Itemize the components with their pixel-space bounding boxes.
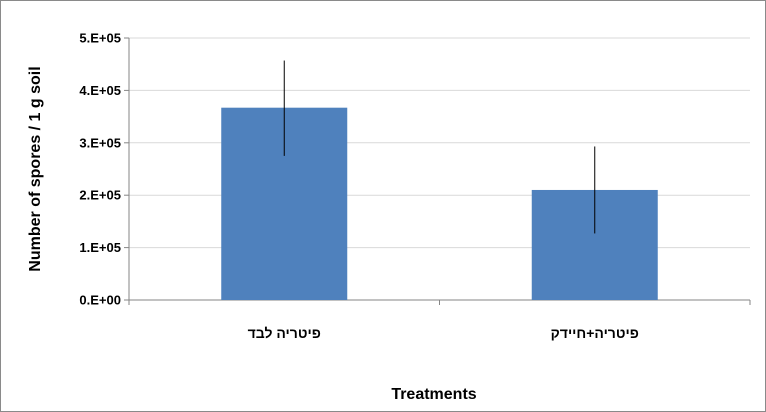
y-tick-label: 2.E+05 (79, 188, 121, 203)
x-tick-labels: פיטריה לבד פיטריה+חיידק (128, 300, 751, 341)
y-tick-labels: 0.E+00 1.E+05 2.E+05 3.E+05 4.E+05 5.E+05 (79, 31, 129, 308)
x-tick-label: פיטריה+חיידק (551, 325, 639, 341)
x-tick-label: פיטריה לבד (248, 325, 321, 341)
bars (221, 60, 658, 300)
y-tick-label: 3.E+05 (79, 135, 121, 150)
y-tick-label: 0.E+00 (79, 293, 121, 308)
y-tick-label: 1.E+05 (79, 240, 121, 255)
y-tick-label: 4.E+05 (79, 83, 121, 98)
y-tick-label: 5.E+05 (79, 31, 121, 46)
y-axis-title: Number of spores / 1 g soil (27, 66, 44, 271)
x-axis-title: Treatments (391, 386, 476, 403)
